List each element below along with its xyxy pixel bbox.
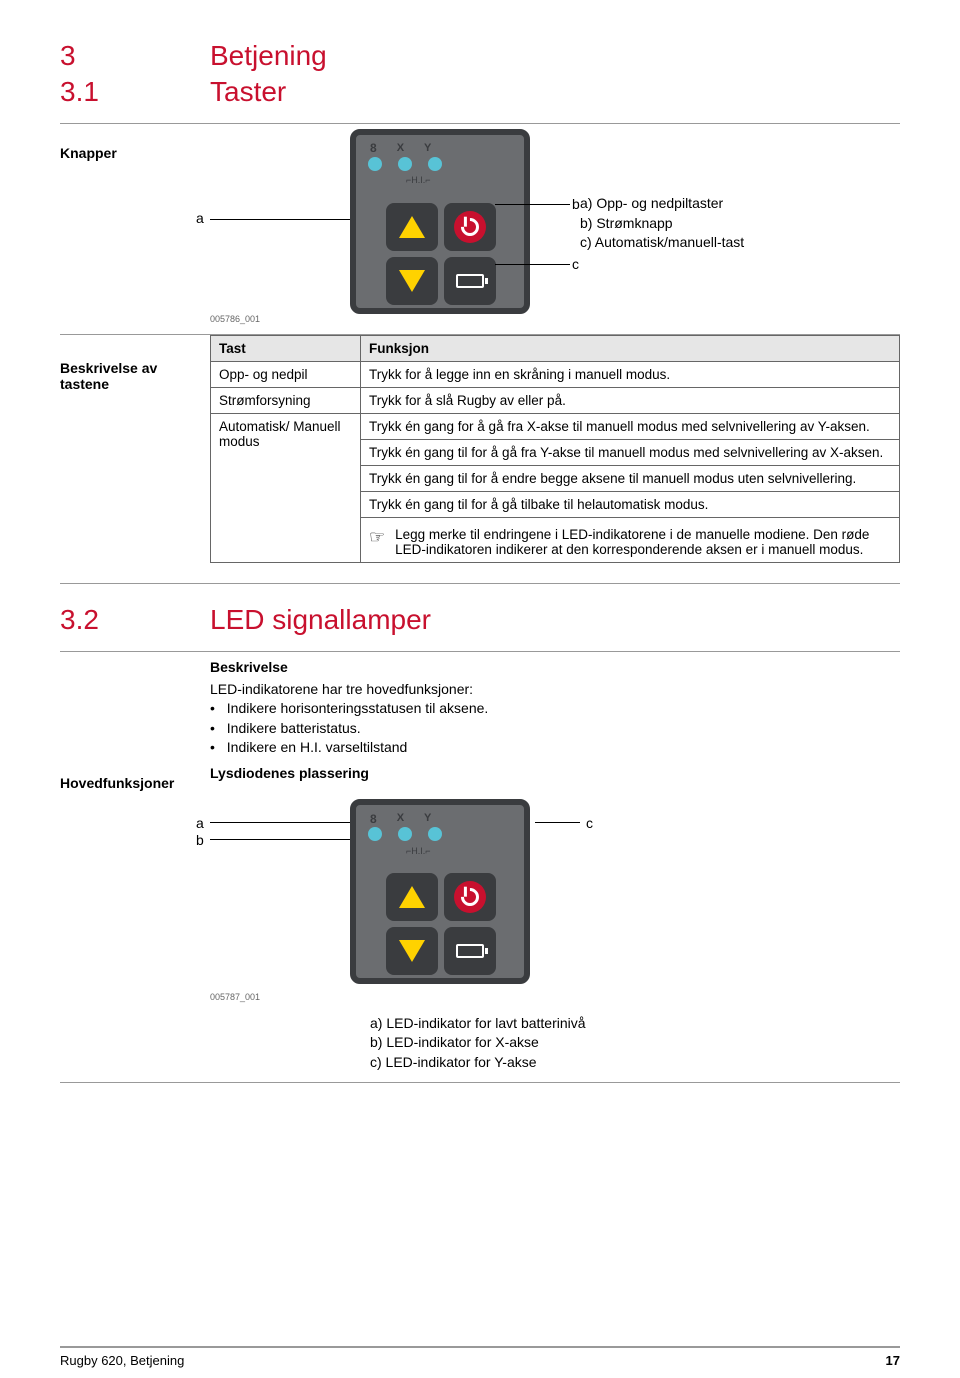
chevron-down-icon [399,270,425,292]
callout-line [535,822,580,823]
table-cell: ☞ Legg merke til endringene i LED-indika… [361,518,900,563]
power-icon [457,884,482,909]
subsection-number: 3.2 [60,604,210,636]
led-icon [398,827,412,841]
mode-button[interactable] [444,927,496,975]
down-button[interactable] [386,257,438,305]
hand-pointer-icon: ☞ [369,527,385,557]
figure-2: a b c 8 X Y ⌐H.I.⌐ 005787_0 [210,794,900,1004]
figure-1: a 8 X Y ⌐H.I.⌐ b c a) [210,124,900,324]
bullet-item: Indikere batteristatus. [226,719,900,739]
table-cell: Strømforsyning [211,388,361,414]
table-cell: Automatisk/ Manuell modus [211,414,361,563]
callout-line [210,219,365,220]
beskrivelse-title: Beskrivelse [210,658,900,678]
section-title: Betjening [210,40,327,72]
subsection-title: LED signallamper [210,604,431,636]
knapper-label: Knapper [60,145,200,161]
y-label: Y [424,811,431,826]
callout-text: c) LED-indikator for Y-akse [370,1053,900,1073]
power-button[interactable] [444,873,496,921]
callout-line [210,822,365,823]
up-button[interactable] [386,873,438,921]
hi-label: ⌐H.I.⌐ [406,175,431,185]
callout-a: a [196,210,204,226]
page-number: 17 [886,1353,900,1368]
x-label: X [397,142,404,154]
table-cell: Trykk én gang til for å gå fra Y-akse ti… [361,440,900,466]
callout-line [495,204,570,205]
y-label: Y [424,142,431,154]
key-function-table: Tast Funksjon Opp- og nedpil Trykk for å… [210,335,900,563]
footer-left: Rugby 620, Betjening [60,1353,184,1368]
mode-button[interactable] [444,257,496,305]
led-icon [428,157,442,171]
table-cell: Trykk for å slå Rugby av eller på. [361,388,900,414]
chevron-up-icon [399,886,425,908]
subsection-title: Taster [210,76,286,108]
hi-label: ⌐H.I.⌐ [406,845,431,858]
table-cell: Trykk for å legge inn en skråning i manu… [361,362,900,388]
callout-text: a) Opp- og nedpiltaster [580,194,744,214]
placement-title: Lysdiodenes plassering [210,764,900,784]
down-button[interactable] [386,927,438,975]
callout-b: b [572,196,580,212]
up-button[interactable] [386,203,438,251]
chevron-down-icon [399,940,425,962]
device-panel: 8 X Y ⌐H.I.⌐ [350,799,530,984]
tastene-label: Beskrivelse av tastene [60,360,200,392]
callout-c: c [586,814,593,834]
section-number: 3 [60,40,210,72]
table-cell: Trykk én gang for å gå fra X-akse til ma… [361,414,900,440]
table-header: Funksjon [361,336,900,362]
table-cell: Trykk én gang til for å endre begge akse… [361,466,900,492]
figure8-icon: 8 [370,811,377,828]
table-header: Tast [211,336,361,362]
led-icon [428,827,442,841]
figure-ref: 005787_001 [210,991,260,1004]
battery-icon [456,274,484,288]
callout-c: c [572,256,579,272]
callout-text: b) LED-indikator for X-akse [370,1033,900,1053]
led-icon [368,157,382,171]
note-text: Legg merke til endringene i LED-indikato… [395,527,891,557]
bullet-item: Indikere horisonteringsstatusen til akse… [226,699,900,719]
led-icon [368,827,382,841]
x-label: X [397,811,404,826]
table-cell: Opp- og nedpil [211,362,361,388]
power-icon [457,214,482,239]
device-panel: 8 X Y ⌐H.I.⌐ [350,129,530,314]
callout-text: a) LED-indikator for lavt batterinivå [370,1014,900,1034]
figure-ref: 005786_001 [210,314,260,324]
footer-rule [60,1346,900,1348]
table-cell: Trykk én gang til for å gå tilbake til h… [361,492,900,518]
hoved-label: Hovedfunksjoner [60,775,200,791]
battery-icon [456,944,484,958]
callout-b: b [196,831,204,851]
callout-line [210,839,365,840]
bullet-item: Indikere en H.I. varseltilstand [226,738,900,758]
callout-line [495,264,570,265]
callout-text: b) Strømknapp [580,214,744,234]
figure8-icon: 8 [370,141,377,155]
led-icon [398,157,412,171]
callout-text: c) Automatisk/manuell-tast [580,233,744,253]
power-button[interactable] [444,203,496,251]
subsection-number: 3.1 [60,76,210,108]
chevron-up-icon [399,216,425,238]
intro-text: LED-indikatorene har tre hovedfunksjoner… [210,680,900,700]
